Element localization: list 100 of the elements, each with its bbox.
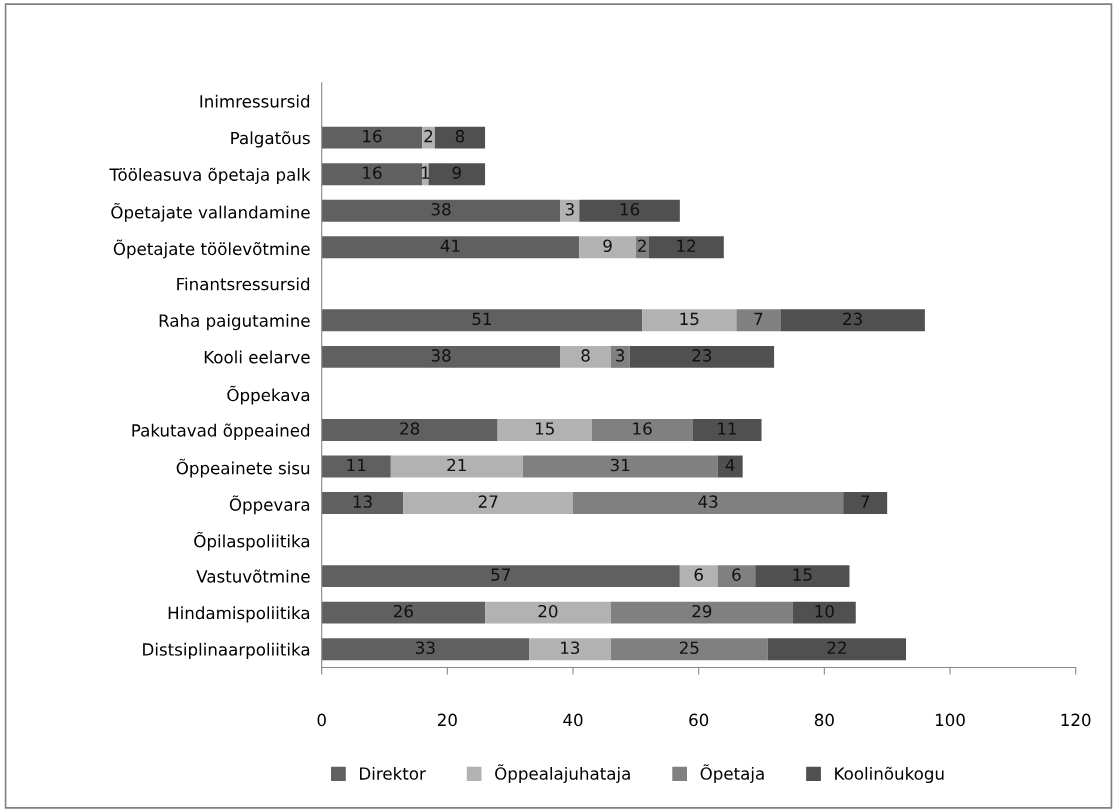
data-label: 8 [455, 129, 465, 143]
data-label: 15 [680, 312, 699, 326]
bar [434, 126, 486, 149]
x-tick-label: 60 [689, 713, 709, 727]
bar [843, 492, 888, 514]
data-label: 51 [472, 312, 491, 326]
data-label: 57 [491, 568, 510, 581]
bar [321, 199, 561, 222]
y-tick-label: Finantsressursid [177, 277, 310, 291]
data-label: 31 [610, 458, 630, 472]
bar [717, 565, 756, 588]
data-label: 12 [677, 239, 696, 252]
data-label: 8 [581, 349, 590, 362]
data-label: 2 [638, 239, 646, 252]
bar [736, 309, 781, 332]
y-tick-label: Õppevara [229, 495, 310, 515]
bar [321, 236, 580, 259]
bar [610, 345, 630, 368]
legend-label: Õppealajuhataja [495, 764, 630, 784]
bar [792, 601, 856, 624]
data-label: 7 [754, 312, 763, 325]
y-tick-label: Õpetajate töölevõtmine [113, 239, 310, 259]
bar [522, 455, 718, 478]
bar [610, 601, 793, 624]
data-label: 16 [633, 422, 652, 435]
y-tick-label: Õpetajate vallandamine [111, 203, 310, 222]
bar [679, 565, 718, 588]
bar [321, 565, 680, 588]
data-label: 11 [718, 422, 737, 435]
data-label: 1 [421, 166, 430, 179]
y-tick-label: Kooli eelarve [204, 350, 310, 364]
bar [692, 418, 762, 441]
x-tick-label: 100 [935, 713, 965, 727]
bar [321, 638, 530, 661]
data-label: 20 [538, 604, 558, 618]
data-label: 26 [393, 604, 413, 618]
x-tick-label: 80 [814, 713, 834, 727]
bar [422, 126, 435, 149]
bar [780, 309, 925, 332]
bar [321, 345, 561, 368]
data-label: 38 [431, 202, 451, 216]
data-label: 13 [353, 495, 372, 508]
data-label: 38 [431, 349, 451, 362]
data-label: 11 [347, 458, 366, 472]
y-tick-label: Õpilaspoliitika [194, 531, 310, 551]
bar [648, 236, 724, 259]
bar [321, 455, 391, 478]
bar [321, 601, 486, 624]
x-tick-label: 120 [1061, 713, 1091, 727]
data-label: 16 [363, 129, 382, 143]
bar [610, 638, 768, 661]
data-label: 28 [400, 422, 420, 435]
data-label: 9 [603, 239, 612, 253]
bar [485, 601, 611, 624]
y-tick-label: Palgatõus [231, 131, 310, 148]
bar [321, 126, 423, 149]
legend-label: Koolinõukogu [835, 766, 944, 784]
y-tick-label: Pakutavad õppeained [132, 423, 310, 440]
bar [321, 418, 498, 441]
data-label: 7 [861, 495, 870, 508]
legend-label: Direktor [360, 766, 426, 780]
data-label: 21 [447, 458, 466, 472]
bar [560, 199, 580, 222]
data-label: 16 [620, 202, 640, 216]
bar [497, 418, 592, 441]
data-label: 2 [424, 129, 433, 143]
y-tick-label: Hindamispoliitika [168, 606, 310, 623]
bar [591, 418, 693, 441]
data-label: 41 [440, 239, 460, 252]
data-label: 15 [535, 422, 554, 435]
y-tick-label: Raha paigutamine [159, 314, 310, 331]
bar [321, 163, 423, 186]
bar [403, 492, 574, 514]
data-label: 4 [725, 458, 735, 472]
bar [642, 309, 737, 332]
bar [390, 455, 523, 478]
bar [755, 565, 850, 588]
y-tick-label: Distsiplinaarpoliitika [143, 642, 310, 659]
data-label: 33 [416, 641, 435, 655]
data-label: 22 [827, 641, 846, 654]
x-tick-label: 0 [317, 713, 326, 727]
bar [560, 345, 611, 368]
y-tick-label: Tööleasuva õpetaja palk [109, 167, 311, 185]
data-label: 10 [815, 604, 834, 618]
data-label: 16 [363, 166, 382, 180]
bar [321, 309, 643, 332]
y-tick-label: Inimressursid [200, 94, 310, 108]
data-label: 25 [679, 641, 699, 655]
y-tick-label: Õppeainete sisu [176, 458, 310, 478]
bar [428, 163, 486, 186]
bar [767, 638, 907, 661]
y-tick-label: Vastuvõtmine [196, 569, 310, 583]
data-label: 29 [692, 604, 712, 618]
data-label: 13 [561, 641, 580, 655]
bar [321, 492, 404, 514]
bar [629, 345, 775, 368]
data-label: 43 [698, 495, 718, 508]
data-label: 9 [452, 166, 461, 180]
bar [579, 236, 636, 259]
data-label: 6 [732, 568, 741, 581]
